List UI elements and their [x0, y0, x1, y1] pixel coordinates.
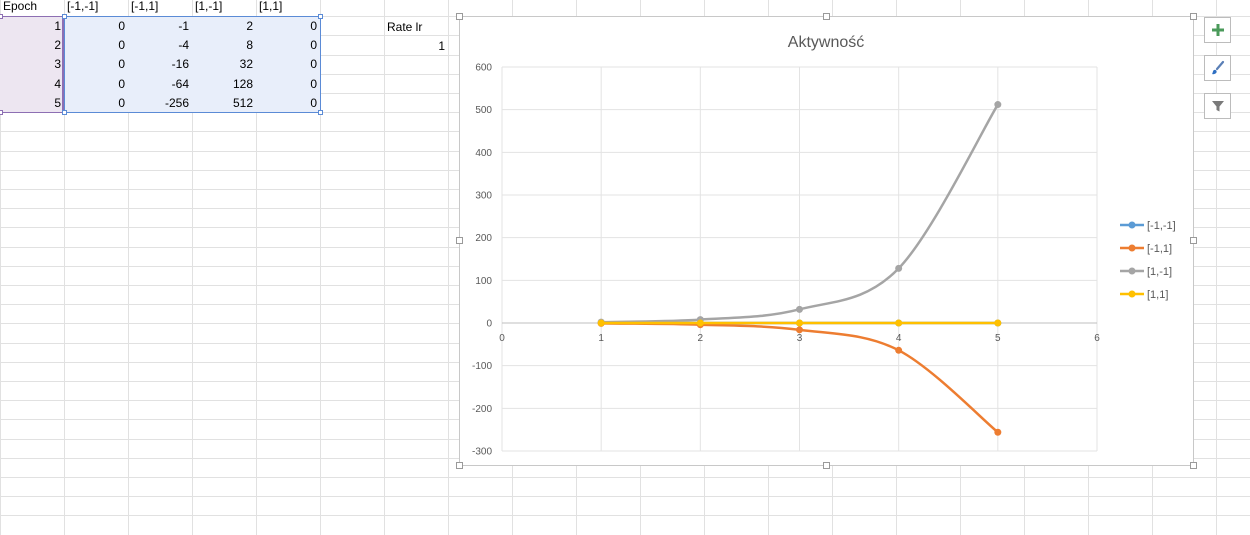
x-tick-label: 3	[797, 333, 803, 344]
value-cell[interactable]: -4	[178, 38, 189, 53]
legend-entry[interactable]: [1,-1]	[1120, 266, 1172, 278]
data-range-selection	[64, 16, 321, 113]
x-tick-label: 0	[499, 333, 505, 344]
range-selection-highlight	[65, 17, 320, 113]
x-tick-label: 2	[698, 333, 704, 344]
y-tick-label: 200	[475, 233, 492, 244]
selection-handle-tr[interactable]	[318, 14, 323, 19]
value-cell[interactable]: 0	[310, 38, 317, 53]
epoch-cell[interactable]: 2	[54, 38, 61, 53]
legend-entry[interactable]: [-1,-1]	[1120, 220, 1176, 232]
chart-handle-tm[interactable]	[823, 13, 830, 20]
data-point[interactable]	[994, 428, 1002, 436]
x-tick-label: 6	[1094, 333, 1100, 344]
value-cell[interactable]: 0	[118, 19, 125, 33]
legend-label: [1,-1]	[1147, 266, 1172, 278]
y-tick-label: -200	[472, 404, 492, 415]
value-cell[interactable]: 0	[118, 38, 125, 53]
y-tick-label: 0	[486, 319, 492, 330]
value-cell[interactable]: 8	[246, 38, 253, 53]
data-point[interactable]	[796, 305, 803, 313]
y-tick-label: 100	[475, 276, 492, 287]
selection-handle-br[interactable]	[318, 110, 323, 115]
y-tick-label: 400	[475, 148, 492, 159]
row-selection-handle-tl[interactable]	[0, 14, 3, 19]
value-cell[interactable]: 0	[310, 76, 317, 91]
header-cell[interactable]: [1,-1]	[195, 0, 223, 13]
chart-handle-ml[interactable]	[456, 237, 463, 244]
data-point[interactable]	[796, 319, 803, 327]
value-cell[interactable]: 0	[310, 57, 317, 72]
value-cell[interactable]: -64	[171, 76, 189, 91]
value-cell[interactable]: -256	[164, 95, 189, 110]
data-point[interactable]	[895, 319, 903, 327]
value-cell[interactable]: 32	[239, 57, 253, 72]
chart-elements-button[interactable]	[1204, 17, 1231, 43]
selection-handle-bl[interactable]	[62, 110, 67, 115]
chart-handle-bm[interactable]	[823, 462, 830, 469]
value-cell[interactable]: 0	[118, 76, 125, 91]
legend-label: [-1,1]	[1147, 243, 1172, 255]
legend-entry[interactable]: [1,1]	[1120, 289, 1168, 301]
chart-filters-button[interactable]	[1204, 93, 1231, 119]
brush-icon	[1211, 60, 1224, 75]
selection-handle-tl[interactable]	[62, 14, 67, 19]
value-cell[interactable]: -16	[171, 57, 189, 72]
header-cell[interactable]: Epoch	[3, 0, 38, 13]
value-cell[interactable]: 0	[310, 19, 317, 33]
chart-handle-tr[interactable]	[1190, 13, 1197, 20]
data-point[interactable]	[895, 346, 903, 354]
header-cell[interactable]: [-1,-1]	[67, 0, 99, 13]
chart-handle-bl[interactable]	[456, 462, 463, 469]
legend-label: [-1,-1]	[1147, 220, 1176, 232]
epoch-cell[interactable]: 5	[54, 95, 61, 110]
header-cell[interactable]: [1,1]	[259, 0, 283, 13]
value-cell[interactable]: 512	[232, 95, 253, 110]
filter-icon	[1211, 101, 1224, 112]
value-cell[interactable]: 0	[310, 95, 317, 110]
data-point[interactable]	[796, 326, 803, 334]
data-point[interactable]	[597, 319, 605, 327]
x-tick-label: 1	[598, 333, 604, 344]
chart-styles-button[interactable]	[1204, 55, 1231, 81]
x-tick-label: 4	[896, 333, 902, 344]
legend-entry[interactable]: [-1,1]	[1120, 243, 1172, 255]
rate-label-cell[interactable]: Rate lr	[387, 20, 423, 34]
value-cell[interactable]: 0	[118, 95, 125, 110]
series-line[interactable]	[601, 103, 999, 324]
rate-value-cell[interactable]: 1	[438, 39, 445, 53]
data-point[interactable]	[895, 264, 903, 272]
epoch-cell[interactable]: 4	[54, 76, 61, 91]
y-tick-label: -100	[472, 361, 492, 372]
y-tick-label: -300	[472, 447, 492, 458]
plus-icon	[1211, 24, 1224, 36]
data-point[interactable]	[994, 319, 1002, 327]
chart-handle-mr[interactable]	[1190, 237, 1197, 244]
row-selection-highlight	[0, 17, 64, 113]
chart-handle-tl[interactable]	[456, 13, 463, 20]
chart-handle-br[interactable]	[1190, 462, 1197, 469]
y-tick-label: 500	[475, 105, 492, 116]
epoch-cell[interactable]: 1	[54, 19, 61, 33]
y-tick-label: 300	[475, 191, 492, 202]
chart-area[interactable]: Aktywność 600 500 400 300 200 100 0 -100 -200 -300…	[459, 16, 1194, 466]
epoch-cell[interactable]: 3	[54, 57, 61, 72]
value-cell[interactable]: 128	[232, 76, 253, 91]
header-cell[interactable]: [-1,1]	[131, 0, 159, 13]
chart-title[interactable]: Aktywność	[788, 34, 864, 51]
value-cell[interactable]: -1	[178, 19, 189, 33]
y-tick-label: 600	[475, 63, 492, 74]
row-selection-handle-bl[interactable]	[0, 110, 3, 115]
line-chart: Aktywność 600 500 400 300 200 100 0 -100 -200 -300…	[472, 34, 1176, 458]
data-point[interactable]	[994, 101, 1002, 109]
epoch-column-selection	[0, 16, 64, 113]
data-point[interactable]	[696, 319, 704, 327]
legend-label: [1,1]	[1147, 289, 1168, 301]
x-tick-label: 5	[995, 333, 1001, 344]
value-cell[interactable]: 0	[118, 57, 125, 72]
value-cell[interactable]: 2	[246, 19, 253, 33]
